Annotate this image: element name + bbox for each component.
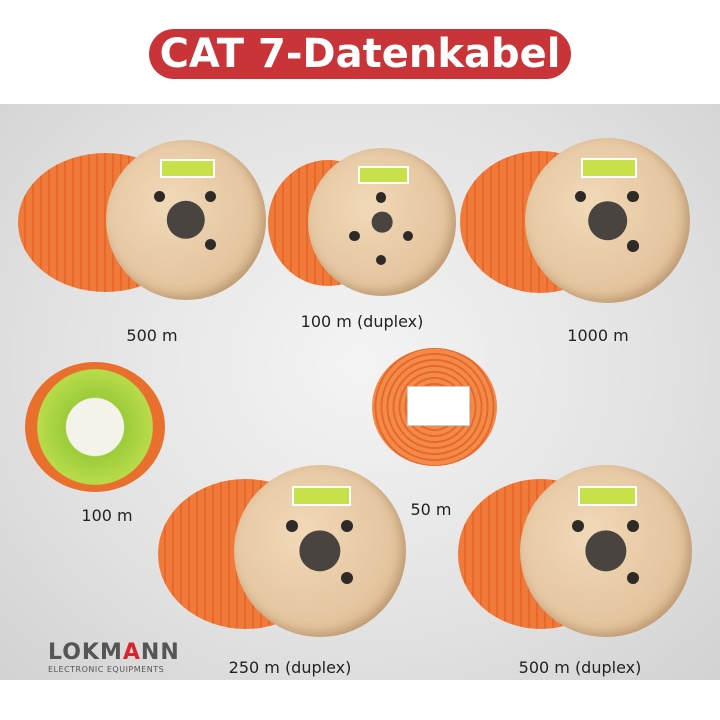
coil-100m bbox=[25, 362, 165, 492]
reel-1000m bbox=[460, 138, 690, 306]
caption-500m: 500 m bbox=[126, 326, 178, 345]
reel-250m-duplex bbox=[158, 465, 408, 643]
caption-500m-duplex: 500 m (duplex) bbox=[518, 658, 642, 677]
reel-100m-duplex bbox=[268, 148, 458, 298]
caption-250m-duplex: 250 m (duplex) bbox=[228, 658, 352, 677]
reel-500m bbox=[18, 140, 266, 305]
page-title: CAT 7-Datenkabel bbox=[149, 29, 571, 79]
caption-100m: 100 m bbox=[81, 506, 133, 525]
coil-50m bbox=[372, 348, 497, 466]
reel-500m-duplex bbox=[458, 465, 693, 643]
caption-100m-duplex: 100 m (duplex) bbox=[300, 312, 424, 331]
logo-tagline: ELECTRONIC EQUIPMENTS bbox=[48, 665, 165, 674]
logo-name: LOKMANN bbox=[48, 640, 180, 665]
caption-50m: 50 m bbox=[410, 500, 452, 519]
caption-1000m: 1000 m bbox=[567, 326, 629, 345]
lokmann-logo: LOKMANN ELECTRONIC EQUIPMENTS bbox=[48, 640, 180, 674]
